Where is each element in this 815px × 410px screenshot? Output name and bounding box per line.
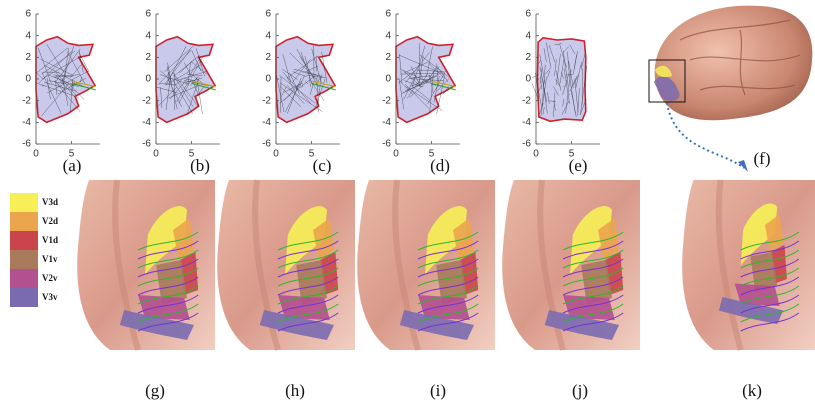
y-tick-label: 2 bbox=[385, 52, 391, 63]
panel-label: (e) bbox=[569, 156, 588, 175]
legend-label: V1d bbox=[42, 235, 58, 245]
panel-label: (j) bbox=[572, 381, 588, 400]
panel-label: (c) bbox=[313, 156, 332, 175]
figure: 6420-2-4-605(a)6420-2-4-605(b)6420-2-4-6… bbox=[0, 0, 815, 410]
y-tick-label: 4 bbox=[385, 30, 391, 41]
legend-label: V1v bbox=[42, 254, 58, 264]
legend-label: V2d bbox=[42, 216, 58, 226]
x-tick-label: 0 bbox=[273, 149, 279, 160]
y-tick-label: -4 bbox=[262, 117, 271, 128]
y-tick-label: 6 bbox=[145, 9, 151, 20]
panel-label: (i) bbox=[430, 381, 446, 400]
legend-swatch bbox=[10, 269, 38, 288]
legend-label: V3v bbox=[42, 292, 58, 302]
y-tick-label: 0 bbox=[385, 74, 391, 85]
y-tick-label: -2 bbox=[22, 95, 31, 106]
panel-label: (k) bbox=[742, 381, 762, 400]
x-tick-label: 0 bbox=[393, 149, 399, 160]
panel-label: (a) bbox=[63, 156, 82, 175]
y-tick-label: 4 bbox=[265, 30, 271, 41]
legend-swatch bbox=[10, 250, 38, 269]
legend-swatch bbox=[10, 193, 38, 212]
x-tick-label: 0 bbox=[153, 149, 159, 160]
y-tick-label: -2 bbox=[382, 95, 391, 106]
y-tick-label: -2 bbox=[142, 95, 151, 106]
mesh-region bbox=[156, 37, 215, 123]
legend-swatch bbox=[10, 231, 38, 250]
y-tick-label: -4 bbox=[142, 117, 151, 128]
legend-swatch bbox=[10, 288, 38, 307]
zoom-render bbox=[217, 180, 355, 350]
y-tick-label: -2 bbox=[522, 95, 531, 106]
legend-label: V2v bbox=[42, 273, 58, 283]
y-tick-label: 6 bbox=[385, 9, 391, 20]
panel-label: (b) bbox=[190, 156, 210, 175]
panel-label: (h) bbox=[285, 381, 305, 400]
legend-swatch bbox=[10, 212, 38, 231]
y-tick-label: 2 bbox=[25, 52, 31, 63]
y-tick-label: -6 bbox=[522, 139, 531, 150]
zoom-render bbox=[682, 180, 815, 350]
x-tick-label: 0 bbox=[33, 149, 39, 160]
y-tick-label: 2 bbox=[525, 52, 531, 63]
y-tick-label: 2 bbox=[145, 52, 151, 63]
panel-label: (g) bbox=[145, 381, 165, 400]
y-tick-label: -6 bbox=[142, 139, 151, 150]
y-tick-label: 4 bbox=[145, 30, 151, 41]
y-tick-label: 4 bbox=[25, 30, 31, 41]
y-tick-label: -6 bbox=[262, 139, 271, 150]
y-tick-label: 0 bbox=[265, 74, 271, 85]
panel-label: (f) bbox=[754, 149, 771, 168]
y-tick-label: 0 bbox=[525, 74, 531, 85]
y-tick-label: 6 bbox=[25, 9, 31, 20]
legend-label: V3d bbox=[42, 197, 58, 207]
y-tick-label: 0 bbox=[25, 74, 31, 85]
y-tick-label: -4 bbox=[22, 117, 31, 128]
zoom-render bbox=[357, 180, 495, 350]
x-tick-label: 0 bbox=[533, 149, 539, 160]
y-tick-label: 2 bbox=[265, 52, 271, 63]
y-tick-label: 6 bbox=[265, 9, 271, 20]
panel-label: (d) bbox=[430, 156, 450, 175]
y-tick-label: 4 bbox=[525, 30, 531, 41]
brain-render bbox=[655, 6, 813, 121]
y-tick-label: -2 bbox=[262, 95, 271, 106]
y-tick-label: -6 bbox=[22, 139, 31, 150]
y-tick-label: -4 bbox=[382, 117, 391, 128]
y-tick-label: 6 bbox=[525, 9, 531, 20]
y-tick-label: -6 bbox=[382, 139, 391, 150]
zoom-render bbox=[502, 180, 640, 350]
zoom-render bbox=[77, 180, 215, 350]
y-tick-label: 0 bbox=[145, 74, 151, 85]
y-tick-label: -4 bbox=[522, 117, 531, 128]
